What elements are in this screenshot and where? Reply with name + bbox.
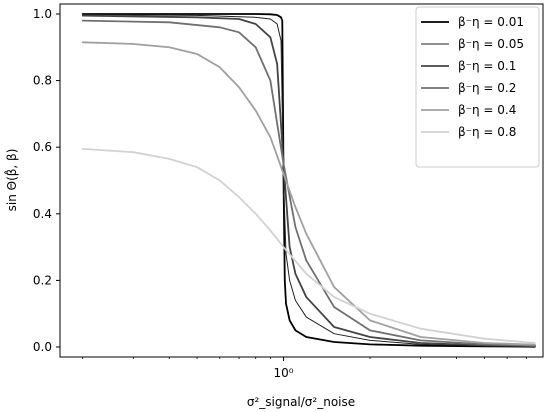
legend-label-3: β⁻η = 0.2: [458, 81, 516, 95]
legend-label-5: β⁻η = 0.8: [458, 125, 516, 139]
x-tick-label: 10⁰: [273, 366, 293, 380]
legend: β⁻η = 0.01 β⁻η = 0.05 β⁻η = 0.1 β⁻η = 0.2 β⁻…: [415, 6, 540, 168]
legend-label-2: β⁻η = 0.1: [458, 59, 516, 73]
series-layer: [81, 13, 536, 348]
series-line-4: [81, 41, 536, 346]
legend-label-0: β⁻η = 0.01: [458, 15, 524, 29]
series-line-5: [81, 147, 536, 344]
legend-box: [415, 6, 540, 168]
x-axis-label: σ²_signal/σ²_noise: [247, 395, 355, 409]
y-axis-label: sin Θ(β̂, β): [3, 149, 19, 212]
series-line-1: [82, 14, 536, 347]
y-tick-label: 0.8: [33, 74, 52, 88]
series-line-3: [81, 19, 536, 347]
y-tick-label: 0.6: [33, 140, 52, 154]
legend-label-1: β⁻η = 0.05: [458, 37, 524, 51]
y-tick-label: 1.0: [33, 7, 52, 21]
series-line-0: [81, 13, 536, 348]
series-line-2: [81, 14, 536, 347]
y-tick-label: 0.0: [33, 340, 52, 354]
y-tick-label: 0.4: [33, 207, 52, 221]
y-tick-label: 0.2: [33, 273, 52, 287]
legend-label-4: β⁻η = 0.4: [458, 103, 516, 117]
axes-layer: 0.0 0.2 0.4 0.6 0.8 1.0 10⁰: [33, 7, 527, 380]
